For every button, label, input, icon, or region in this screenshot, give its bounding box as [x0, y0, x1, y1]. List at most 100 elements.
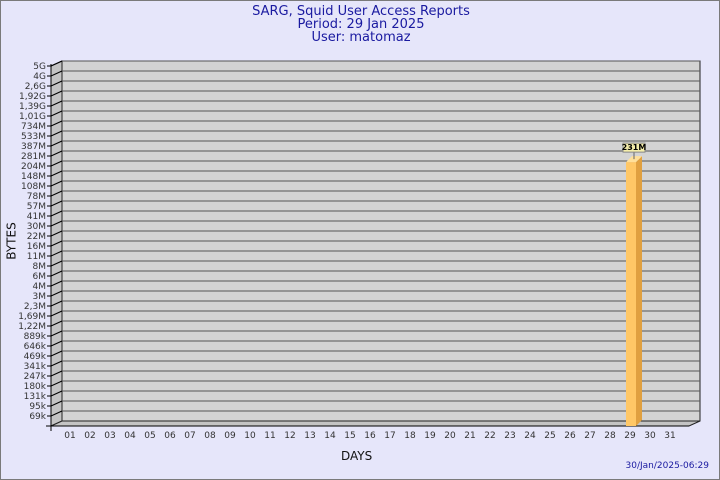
y-tick-diagonal: [50, 60, 63, 67]
y-tick-diagonal: [50, 210, 63, 217]
x-tick-label: 25: [544, 431, 555, 441]
y-tick-label: 889k: [24, 332, 47, 342]
y-tick-label: 247k: [24, 372, 47, 382]
x-tick-label: 20: [444, 431, 456, 441]
y-tick-label: 57M: [27, 202, 46, 212]
y-tick-label: 387M: [21, 142, 46, 152]
y-tick-diagonal: [50, 380, 63, 387]
y-tick-diagonal: [50, 200, 63, 207]
y-tick-diagonal: [50, 110, 63, 117]
y-tick-label: 1,01G: [19, 112, 46, 122]
y-tick-label: 41M: [27, 212, 46, 222]
y-tick-diagonal: [50, 70, 63, 77]
x-tick-label: 16: [364, 431, 376, 441]
y-tick-diagonal: [50, 90, 63, 97]
y-axis-title: BYTES: [4, 222, 19, 260]
x-tick-label: 01: [64, 431, 75, 441]
y-tick-label: 2,3M: [24, 302, 46, 312]
y-tick-diagonal: [50, 170, 63, 177]
floor: [50, 420, 701, 427]
y-tick-label: 4M: [33, 282, 47, 292]
y-tick-diagonal: [50, 190, 63, 197]
y-tick-diagonal: [50, 120, 63, 127]
y-tick-label: 4G: [33, 72, 46, 82]
y-tick-diagonal: [50, 310, 63, 317]
x-tick-label: 28: [604, 431, 616, 441]
y-tick-diagonal: [50, 320, 63, 327]
y-tick-diagonal: [50, 140, 63, 147]
x-tick-label: 10: [244, 431, 256, 441]
y-tick-label: 148M: [21, 172, 46, 182]
y-tick-diagonal: [50, 230, 63, 237]
y-tick-label: 16M: [27, 242, 46, 252]
y-tick-label: 22M: [27, 232, 46, 242]
y-tick-diagonal: [50, 260, 63, 267]
x-tick-label: 04: [124, 431, 136, 441]
y-tick-diagonal: [50, 160, 63, 167]
y-tick-label: 78M: [27, 192, 46, 202]
y-tick-label: 2,6G: [25, 82, 46, 92]
y-tick-diagonal: [50, 340, 63, 347]
chart-user: User: matomaz: [311, 30, 411, 45]
y-tick-diagonal: [50, 180, 63, 187]
y-tick-diagonal: [50, 290, 63, 297]
x-tick-label: 13: [304, 431, 315, 441]
y-tick-label: 469k: [24, 352, 47, 362]
bar-side: [636, 156, 642, 427]
x-tick-label: 14: [324, 431, 336, 441]
y-tick-diagonal: [50, 360, 63, 367]
x-tick-label: 08: [204, 431, 216, 441]
x-axis-title: DAYS: [341, 449, 373, 463]
x-tick-label: 31: [664, 431, 675, 441]
y-tick-label: 95k: [29, 402, 46, 412]
y-tick-label: 3M: [33, 292, 47, 302]
y-tick-label: 204M: [21, 162, 46, 172]
x-tick-label: 26: [564, 431, 576, 441]
chart-title: SARG, Squid User Access Reports: [252, 4, 470, 19]
x-tick-label: 24: [524, 431, 536, 441]
timestamp: 30/Jan/2025-06:29: [625, 461, 709, 471]
data-label-box: [622, 142, 646, 153]
x-tick-label: 06: [164, 431, 176, 441]
x-tick-label: 09: [224, 431, 236, 441]
x-tick-label: 18: [404, 431, 416, 441]
y-tick-label: 1,22M: [18, 322, 46, 332]
x-tick-label: 27: [584, 431, 595, 441]
y-tick-diagonal: [50, 400, 63, 407]
y-tick-diagonal: [50, 80, 63, 87]
chart-period: Period: 29 Jan 2025: [297, 17, 425, 32]
y-tick-diagonal: [50, 240, 63, 247]
y-tick-diagonal: [50, 250, 63, 257]
y-tick-label: 734M: [21, 122, 46, 132]
x-tick-label: 23: [504, 431, 515, 441]
data-label: 231M: [622, 143, 647, 152]
y-tick-diagonal: [50, 350, 63, 357]
x-tick-label: 22: [484, 431, 495, 441]
y-tick-diagonal: [50, 390, 63, 397]
y-tick-label: 281M: [21, 152, 46, 162]
y-tick-label: 646k: [24, 342, 47, 352]
y-tick-diagonal: [50, 220, 63, 227]
x-tick-label: 30: [644, 431, 656, 441]
y-tick-label: 8M: [33, 262, 47, 272]
x-tick-label: 29: [624, 431, 636, 441]
y-tick-diagonal: [50, 150, 63, 157]
y-tick-label: 11M: [27, 252, 46, 262]
y-tick-diagonal: [50, 280, 63, 287]
y-tick-label: 6M: [33, 272, 47, 282]
x-tick-label: 19: [424, 431, 436, 441]
bar: [626, 162, 636, 427]
y-tick-diagonal: [50, 300, 63, 307]
x-tick-label: 15: [344, 431, 355, 441]
y-tick-diagonal: [50, 330, 63, 337]
x-tick-label: 17: [384, 431, 395, 441]
y-tick-label: 1,92G: [19, 92, 46, 102]
y-tick-label: 131k: [24, 392, 47, 402]
y-tick-label: 180k: [24, 382, 47, 392]
x-tick-label: 03: [104, 431, 115, 441]
y-tick-label: 1,39G: [19, 102, 46, 112]
y-tick-label: 1,69M: [18, 312, 46, 322]
x-tick-label: 07: [184, 431, 195, 441]
y-tick-diagonal: [50, 410, 63, 417]
